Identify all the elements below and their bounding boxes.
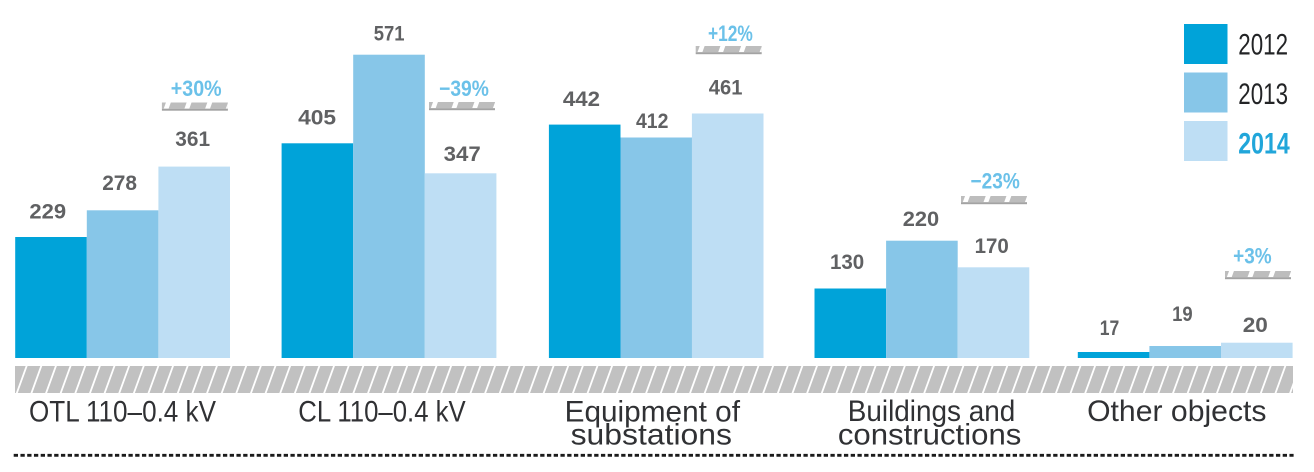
svg-text:229: 229 — [29, 201, 66, 224]
svg-text:2013: 2013 — [1238, 78, 1288, 111]
svg-text:−39%: −39% — [439, 76, 489, 101]
svg-text:170: 170 — [975, 235, 1009, 258]
svg-text:405: 405 — [298, 107, 336, 130]
svg-text:347: 347 — [444, 143, 481, 166]
svg-text:19: 19 — [1172, 303, 1193, 326]
svg-text:−23%: −23% — [971, 169, 1020, 194]
svg-text:CL 110–0.4 kV: CL 110–0.4 kV — [298, 395, 465, 428]
svg-text:constructions: constructions — [838, 419, 1022, 452]
svg-text:substations: substations — [571, 419, 732, 452]
svg-text:20: 20 — [1243, 314, 1268, 337]
svg-text:OTL 110–0.4 kV: OTL 110–0.4 kV — [29, 395, 216, 428]
svg-text:Buildings and: Buildings and — [848, 395, 1016, 428]
svg-text:17: 17 — [1100, 317, 1120, 340]
svg-text:2014: 2014 — [1238, 128, 1290, 161]
svg-text:361: 361 — [175, 128, 210, 151]
svg-text:+12%: +12% — [708, 21, 753, 46]
svg-text:Other objects: Other objects — [1087, 395, 1266, 428]
svg-text:278: 278 — [102, 172, 137, 195]
svg-text:412: 412 — [636, 110, 668, 133]
svg-text:442: 442 — [563, 88, 600, 111]
svg-text:571: 571 — [374, 23, 405, 46]
svg-text:220: 220 — [903, 208, 939, 231]
svg-text:Equipment of: Equipment of — [565, 395, 741, 428]
svg-text:+3%: +3% — [1233, 244, 1272, 269]
svg-text:+30%: +30% — [171, 76, 222, 101]
svg-text:461: 461 — [709, 77, 743, 100]
svg-text:2012: 2012 — [1238, 28, 1288, 61]
svg-text:130: 130 — [830, 251, 864, 274]
